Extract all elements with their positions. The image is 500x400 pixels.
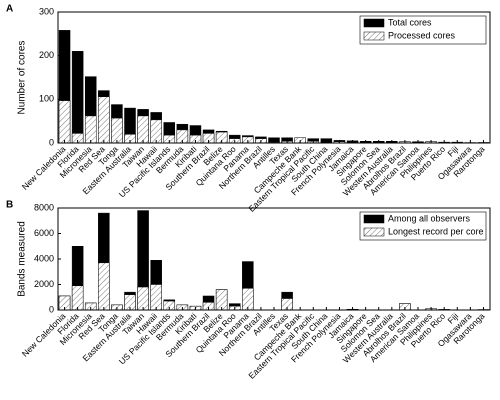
legend-swatch — [363, 227, 385, 237]
legend-swatch — [363, 18, 385, 28]
bar — [215, 289, 228, 311]
plot-frame — [57, 11, 491, 144]
legend-label: Longest record per core — [388, 226, 484, 236]
y-tick-label: 300 — [39, 6, 54, 16]
legend-label: Among all observers — [388, 213, 471, 223]
panel-label: A — [6, 4, 13, 15]
legend-swatch — [363, 31, 385, 41]
y-tick-label: 0 — [49, 137, 54, 147]
panel-label: B — [6, 200, 13, 211]
y-tick-label: 6000 — [34, 228, 54, 238]
bar — [98, 262, 110, 311]
y-axis-label: Number of cores — [17, 41, 28, 115]
bar — [150, 119, 162, 144]
bar — [137, 115, 149, 144]
bar — [137, 286, 149, 311]
bar — [84, 115, 97, 144]
plot-frame — [57, 207, 491, 311]
legend-label: Total cores — [388, 17, 432, 27]
bar — [98, 96, 110, 144]
legend-swatch — [363, 214, 385, 224]
y-tick-label: 0 — [49, 304, 54, 314]
bar — [150, 284, 162, 311]
y-tick-label: 4000 — [34, 253, 54, 263]
bar — [242, 288, 254, 311]
y-tick-label: 2000 — [34, 279, 54, 289]
bar — [58, 100, 71, 144]
y-axis-label: Bands measured — [17, 221, 28, 297]
bar — [71, 285, 84, 311]
y-tick-label: 8000 — [34, 202, 54, 212]
y-tick-label: 100 — [39, 94, 54, 104]
bar — [111, 117, 123, 144]
y-tick-label: 200 — [39, 50, 54, 60]
legend-label: Processed cores — [388, 30, 456, 40]
bar — [71, 51, 84, 144]
